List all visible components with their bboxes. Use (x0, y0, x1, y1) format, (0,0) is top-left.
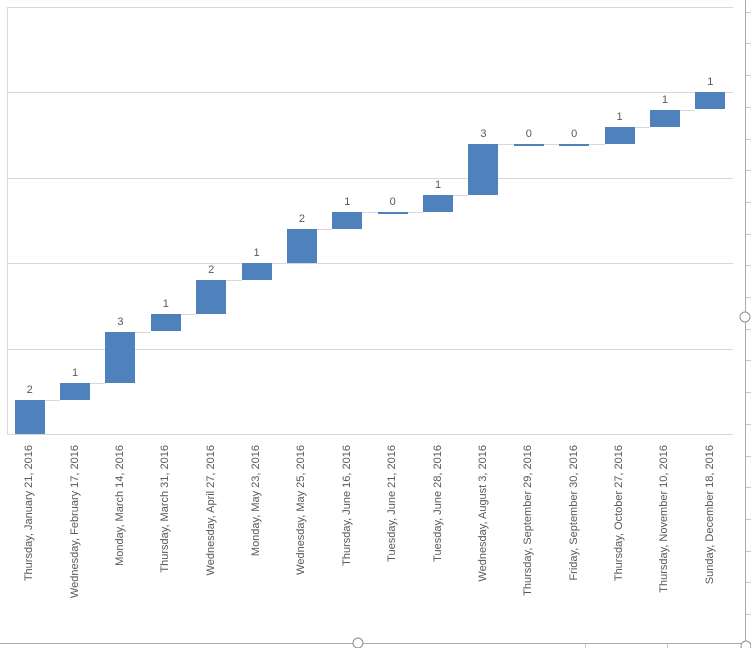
x-axis-label[interactable]: Thursday, January 21, 2016 (23, 444, 36, 581)
connector-line (679, 109, 696, 111)
data-label[interactable]: 1 (616, 110, 623, 123)
data-label[interactable]: 1 (707, 76, 714, 89)
bar[interactable] (559, 143, 590, 146)
spreadsheet-row-tick (746, 75, 751, 77)
bar[interactable] (604, 126, 635, 144)
connector-line (226, 280, 242, 282)
resize-handle-bottom-middle[interactable] (352, 637, 364, 648)
data-label[interactable]: 0 (571, 127, 578, 140)
bar[interactable] (14, 399, 45, 434)
gridline-25 (7, 7, 733, 8)
data-label[interactable]: 1 (435, 178, 442, 191)
spreadsheet-row-tick (746, 328, 751, 330)
spreadsheet-row-tick (746, 138, 751, 140)
x-axis-label[interactable]: Wednesday, May 25, 2016 (295, 444, 308, 575)
spreadsheet-row-tick (746, 297, 751, 298)
resize-handle-middle-right[interactable] (739, 311, 751, 323)
spreadsheet-row-tick (746, 392, 751, 394)
spreadsheet-row-tick (746, 423, 751, 425)
x-axis-label[interactable]: Friday, September 30, 2016 (567, 444, 580, 581)
data-label[interactable]: 3 (480, 127, 487, 140)
x-axis-label[interactable]: Wednesday, April 27, 2016 (204, 444, 217, 575)
connector-line (498, 143, 514, 145)
gridline-10 (7, 263, 733, 265)
x-axis-label[interactable]: Thursday, September 29, 2016 (522, 444, 535, 596)
connector-line (135, 331, 151, 333)
data-label[interactable]: 1 (253, 247, 260, 260)
bar[interactable] (468, 143, 499, 195)
bar[interactable] (513, 143, 544, 146)
spreadsheet-row-tick (746, 614, 751, 615)
spreadsheet-row-tick (746, 487, 751, 489)
chart-bottom-border (0, 643, 746, 644)
bar[interactable] (196, 280, 227, 315)
spreadsheet-row-tick (746, 518, 751, 520)
x-axis-label[interactable]: Tuesday, June 21, 2016 (386, 444, 399, 562)
connector-line (362, 212, 378, 213)
chart-right-border (745, 0, 746, 648)
spreadsheet-row-tick (746, 265, 751, 267)
bar[interactable] (150, 314, 181, 332)
x-axis-label[interactable]: Wednesday, August 3, 2016 (476, 444, 489, 582)
data-label[interactable]: 1 (162, 298, 169, 311)
connector-line (634, 126, 650, 128)
spreadsheet-row-tick (746, 233, 751, 235)
bar[interactable] (695, 92, 726, 110)
bar[interactable] (105, 331, 136, 383)
spreadsheet-row-tick (746, 43, 751, 45)
data-label[interactable]: 0 (525, 127, 532, 140)
x-axis-label[interactable]: Thursday, November 10, 2016 (658, 444, 671, 593)
x-axis-label[interactable]: Thursday, June 16, 2016 (340, 444, 353, 566)
data-label[interactable]: 0 (389, 196, 396, 208)
bar[interactable] (423, 194, 454, 212)
bar[interactable] (377, 212, 408, 214)
x-axis-label[interactable]: Monday, May 23, 2016 (250, 444, 263, 556)
data-label[interactable]: 2 (298, 213, 306, 225)
gridline-15 (7, 177, 733, 179)
bar[interactable] (286, 229, 317, 264)
connector-line (180, 314, 197, 316)
connector-line (271, 263, 287, 265)
gridline-20 (7, 92, 733, 94)
data-label[interactable]: 2 (26, 383, 33, 396)
spreadsheet-row-tick (746, 550, 751, 552)
bar[interactable] (332, 212, 363, 230)
bar[interactable] (649, 109, 680, 127)
data-label[interactable]: 1 (344, 196, 351, 208)
gridline-5 (7, 348, 733, 350)
data-label[interactable]: 2 (208, 264, 215, 277)
connector-line (453, 194, 469, 196)
gridline-0 (7, 434, 733, 435)
x-axis-label[interactable]: Wednesday, February 17, 2016 (68, 444, 81, 598)
data-label[interactable]: 3 (117, 315, 124, 328)
resize-handle-bottom-right-corner[interactable] (740, 640, 751, 648)
spreadsheet-row-tick (746, 170, 751, 172)
x-axis-label[interactable]: Thursday, March 31, 2016 (159, 444, 172, 573)
spreadsheet-row-tick (746, 106, 751, 108)
spreadsheet-row-tick (746, 201, 751, 203)
connector-line (589, 143, 605, 145)
connector-line (407, 212, 424, 213)
connector-line (316, 229, 333, 230)
x-axis-label[interactable]: Sunday, December 18, 2016 (703, 444, 716, 584)
spreadsheet-row-tick (746, 582, 751, 584)
data-label[interactable]: 1 (661, 93, 669, 106)
spreadsheet-column-tick (585, 644, 586, 648)
connector-line (44, 399, 61, 401)
data-label[interactable]: 1 (72, 366, 79, 379)
spreadsheet-column-tick (667, 644, 668, 648)
x-axis-label[interactable]: Monday, March 14, 2016 (113, 444, 126, 566)
x-axis-label[interactable]: Thursday, October 27, 2016 (613, 444, 626, 581)
spreadsheet-row-tick (746, 11, 751, 13)
y-axis-line (7, 7, 8, 434)
connector-line (543, 143, 560, 145)
spreadsheet-row-tick (746, 360, 751, 362)
bar[interactable] (60, 382, 91, 400)
bar[interactable] (241, 263, 272, 281)
connector-line (90, 382, 106, 384)
x-axis-label[interactable]: Tuesday, June 28, 2016 (431, 444, 444, 562)
spreadsheet-row-tick (746, 455, 751, 457)
